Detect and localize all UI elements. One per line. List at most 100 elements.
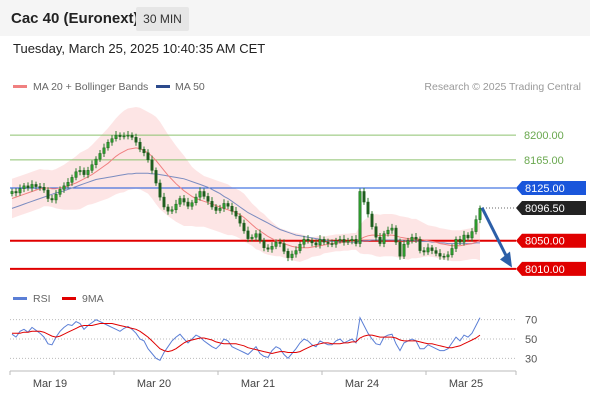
candle-body-40: [170, 209, 174, 212]
candle-73: [302, 235, 306, 248]
candle-body-108: [442, 255, 446, 258]
candle-33: [142, 146, 146, 157]
candle-body-11: [54, 194, 58, 201]
candle-body-83: [342, 239, 346, 243]
candle-8: [42, 183, 46, 193]
level-tag-8125.00: [516, 180, 586, 195]
candle-body-44: [186, 201, 190, 207]
candle-43: [182, 195, 186, 206]
candle-body-93: [382, 233, 386, 244]
candle-78: [322, 236, 326, 245]
candle-63: [262, 237, 266, 252]
candle-body-115: [470, 231, 474, 239]
candle-body-90: [370, 213, 374, 227]
candle-body-100: [410, 236, 414, 241]
candle-body-102: [418, 239, 422, 251]
candle-body-51: [214, 206, 218, 211]
level-tag-8010.00: [516, 261, 586, 276]
candle-body-113: [462, 234, 466, 243]
candle-17: [78, 166, 82, 176]
candle-body-75: [310, 240, 314, 244]
candle-75: [310, 237, 314, 247]
candle-body-28: [122, 135, 126, 138]
candle-body-95: [390, 227, 394, 231]
candle-37: [158, 179, 162, 201]
candle-body-98: [402, 244, 406, 257]
rsi-legend-label: RSI: [33, 293, 51, 305]
candle-body-76: [314, 242, 318, 246]
candle-103: [422, 247, 426, 256]
candle-2: [18, 184, 22, 196]
candle-body-101: [414, 236, 418, 240]
candle-body-56: [234, 210, 238, 217]
level-label-8125.00: 8125.00: [525, 183, 565, 195]
candle-56: [234, 206, 238, 219]
ma50-line: [11, 172, 480, 245]
candle-113: [462, 230, 466, 246]
x-tick-label-Mar-20: Mar 20: [137, 378, 171, 390]
candle-81: [334, 237, 338, 248]
x-tick-label-Mar-25: Mar 25: [449, 378, 483, 390]
candle-24: [106, 139, 110, 151]
candle-13: [62, 182, 66, 193]
candle-83: [342, 235, 346, 246]
candle-body-106: [434, 250, 438, 254]
candle-23: [102, 143, 106, 157]
candle-71: [294, 246, 298, 258]
price-labels-layer: 8200.00 8165.00 8125.00 8050.00 8010.00 8096.…: [516, 130, 586, 276]
candle-9: [46, 187, 50, 203]
candle-body-55: [230, 206, 234, 212]
candle-29: [126, 130, 130, 140]
candle-90: [370, 211, 374, 230]
candle-82: [338, 235, 342, 244]
candle-body-81: [334, 240, 338, 245]
candle-21: [94, 156, 98, 169]
candle-115: [470, 228, 474, 242]
candle-65: [270, 242, 274, 253]
last-price-tag: [516, 201, 586, 216]
candle-95: [390, 223, 394, 234]
candle-20: [90, 160, 94, 174]
price-levels-layer: [10, 134, 516, 270]
candle-body-52: [218, 208, 222, 211]
candle-25: [110, 135, 114, 146]
candle-body-63: [262, 240, 266, 249]
rsi-legend: RSI 9MA: [13, 293, 104, 305]
candle-body-32: [138, 141, 142, 150]
candle-70: [290, 250, 294, 261]
candle-body-104: [426, 247, 430, 253]
candle-112: [458, 235, 462, 245]
candle-body-117: [478, 208, 482, 220]
candle-body-46: [194, 196, 198, 203]
level-label-8200.00: 8200.00: [524, 130, 564, 142]
candle-61: [254, 230, 258, 241]
candle-body-45: [190, 202, 194, 207]
candle-100: [410, 233, 414, 244]
candle-body-74: [306, 239, 310, 241]
candle-body-64: [266, 247, 270, 250]
candle-50: [210, 197, 214, 210]
candle-body-39: [166, 206, 170, 212]
candle-body-31: [134, 137, 138, 143]
candle-44: [186, 197, 190, 210]
candle-6: [34, 181, 38, 190]
candle-16: [74, 168, 78, 181]
candle-53: [222, 199, 226, 212]
candle-body-12: [58, 189, 62, 195]
candle-110: [450, 244, 454, 258]
candle-54: [226, 200, 230, 210]
candle-body-71: [294, 250, 298, 255]
timeframe-badge[interactable]: 30 MIN: [136, 7, 189, 31]
candle-101: [414, 233, 418, 243]
candle-3: [22, 183, 26, 193]
candle-108: [442, 253, 446, 260]
candle-76: [314, 239, 318, 248]
candle-51: [214, 204, 218, 214]
candle-body-54: [226, 203, 230, 207]
candle-body-17: [78, 170, 82, 173]
candle-92: [378, 233, 382, 247]
candle-40: [170, 206, 174, 214]
candle-body-62: [258, 233, 262, 241]
ma9-legend-label: 9MA: [82, 293, 104, 305]
candle-57: [238, 213, 242, 227]
